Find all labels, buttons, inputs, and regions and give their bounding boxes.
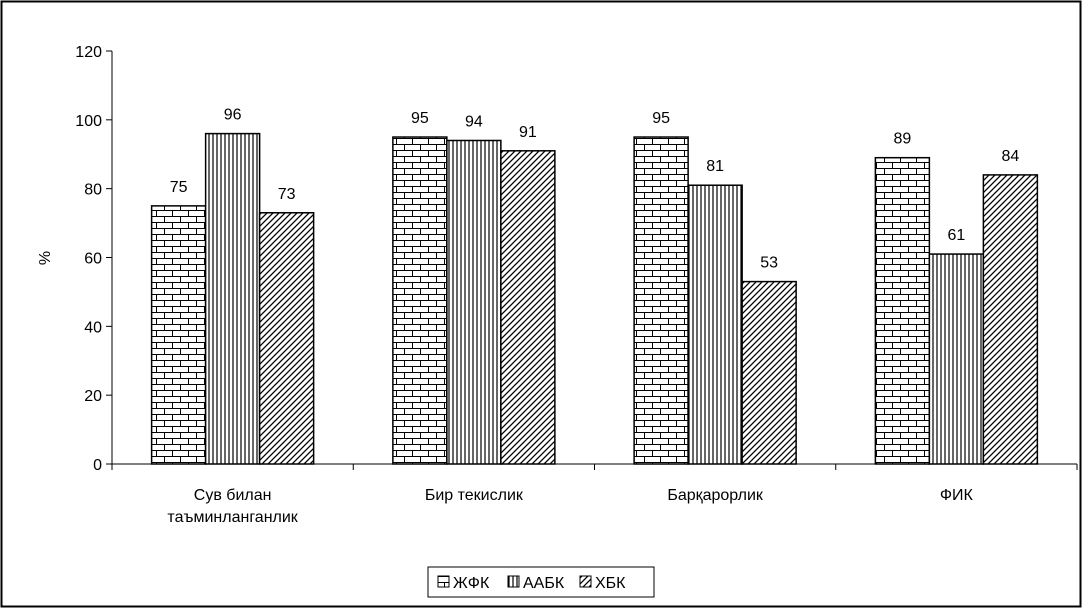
x-tick-label: Сув билан [194,487,272,504]
data-label: 53 [760,255,778,272]
bar-ХБК [258,212,315,465]
legend-swatch-ЖФК [437,575,450,588]
y-tick-label: 60 [84,251,102,268]
legend-label: ХБК [595,575,626,592]
legend-swatch-ААБК [507,575,520,588]
bar-ХБК [741,280,797,465]
data-label: 91 [519,124,537,141]
bar-ААБК [204,132,261,465]
data-label: 73 [278,186,296,203]
y-tick-label: 0 [93,457,102,474]
legend-box [427,566,655,598]
x-tick-label: таъминланганлик [167,509,298,526]
data-label: 61 [947,227,965,244]
legend-swatch-ХБК [579,575,592,588]
y-tick-label: 120 [75,44,102,61]
legend-label: ААБК [523,575,565,592]
y-tick-label: 40 [84,319,102,336]
y-tick-label: 20 [84,388,102,405]
bar-ААБК [687,184,743,465]
data-label: 81 [706,158,724,175]
y-axis-title: % [37,251,54,265]
bar-ХБК [500,150,556,465]
bar-ЖФК [633,136,689,465]
data-label: 94 [465,113,483,130]
x-tick-label: Барқарорлик [667,487,764,504]
bar-ЖФК [150,205,207,465]
legend: ЖФК ААБК ХБК [427,566,655,598]
bar-ЖФК [392,136,448,465]
data-label: 84 [1001,148,1019,165]
bar-ААБК [928,253,985,465]
data-label: 96 [224,107,242,124]
y-tick-label: 100 [75,113,102,130]
bar-ААБК [446,139,502,465]
plot-area: 0 20 40 60 80 100 120 75 96 73 Сув билан таъминланг… [75,44,1078,526]
legend-label: ЖФК [453,575,490,592]
data-label: 75 [170,179,188,196]
y-tick-label: 80 [84,182,102,199]
data-label: 95 [652,110,670,127]
x-tick-label: ФИК [940,487,974,504]
data-label: 89 [893,131,911,148]
bar-ЖФК [874,156,931,465]
data-label: 95 [411,110,429,127]
x-tick-label: Бир текислик [425,487,524,504]
bar-ХБК [982,174,1039,465]
